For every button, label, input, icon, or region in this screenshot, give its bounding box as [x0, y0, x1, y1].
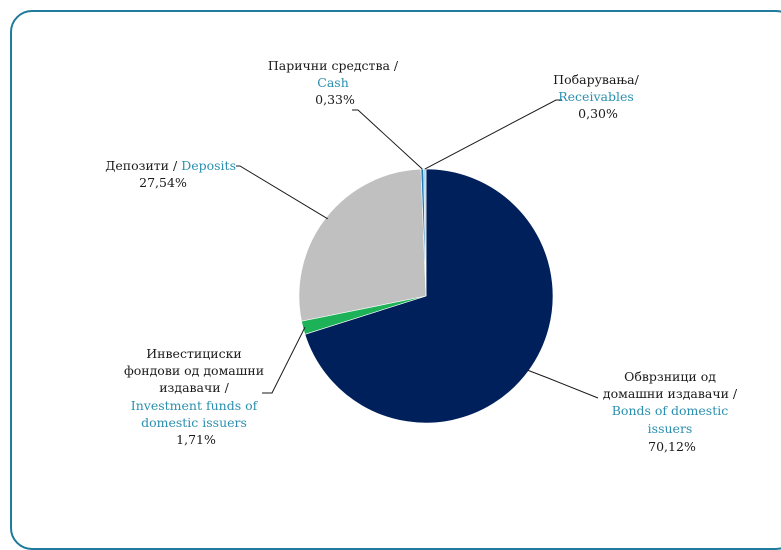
label-deposits-value: 27,54%	[139, 175, 187, 190]
label-receivables: Побарувања/ Receivables 0,30%	[553, 72, 643, 121]
label-deposits: Депозити / Deposits	[105, 158, 236, 173]
label-cash-value: 0,33%	[315, 92, 355, 107]
label-cash: Парични средства / Cash 0,33%	[268, 58, 402, 107]
label-bonds: Обврзници од домашни издавачи / Bonds of…	[603, 369, 741, 454]
label-cash-mk: Парични средства /	[268, 58, 399, 73]
leader-bonds	[526, 369, 599, 399]
leader-receivables	[424, 99, 562, 170]
label-investment-funds: Инвестициски фондови од домашни издавачи…	[124, 346, 268, 447]
leader-deposits	[236, 165, 328, 220]
slice-deposits	[298, 168, 427, 322]
label-deposits-en: Deposits	[181, 158, 236, 173]
label-investment-funds-value: 1,71%	[176, 432, 216, 447]
leader-cash	[352, 109, 423, 170]
label-deposits-mk: Депозити /	[105, 158, 178, 173]
leader-investment-funds	[262, 327, 306, 394]
label-cash-en: Cash	[317, 75, 348, 90]
label-receivables-value: 0,30%	[578, 106, 618, 121]
pie-chart: Парични средства / Cash 0,33% Побарувања…	[105, 58, 741, 454]
label-receivables-en: Receivables	[558, 89, 634, 104]
label-bonds-value: 70,12%	[648, 439, 696, 454]
label-receivables-mk: Побарувања/	[553, 72, 639, 87]
slice-bonds	[304, 168, 554, 424]
